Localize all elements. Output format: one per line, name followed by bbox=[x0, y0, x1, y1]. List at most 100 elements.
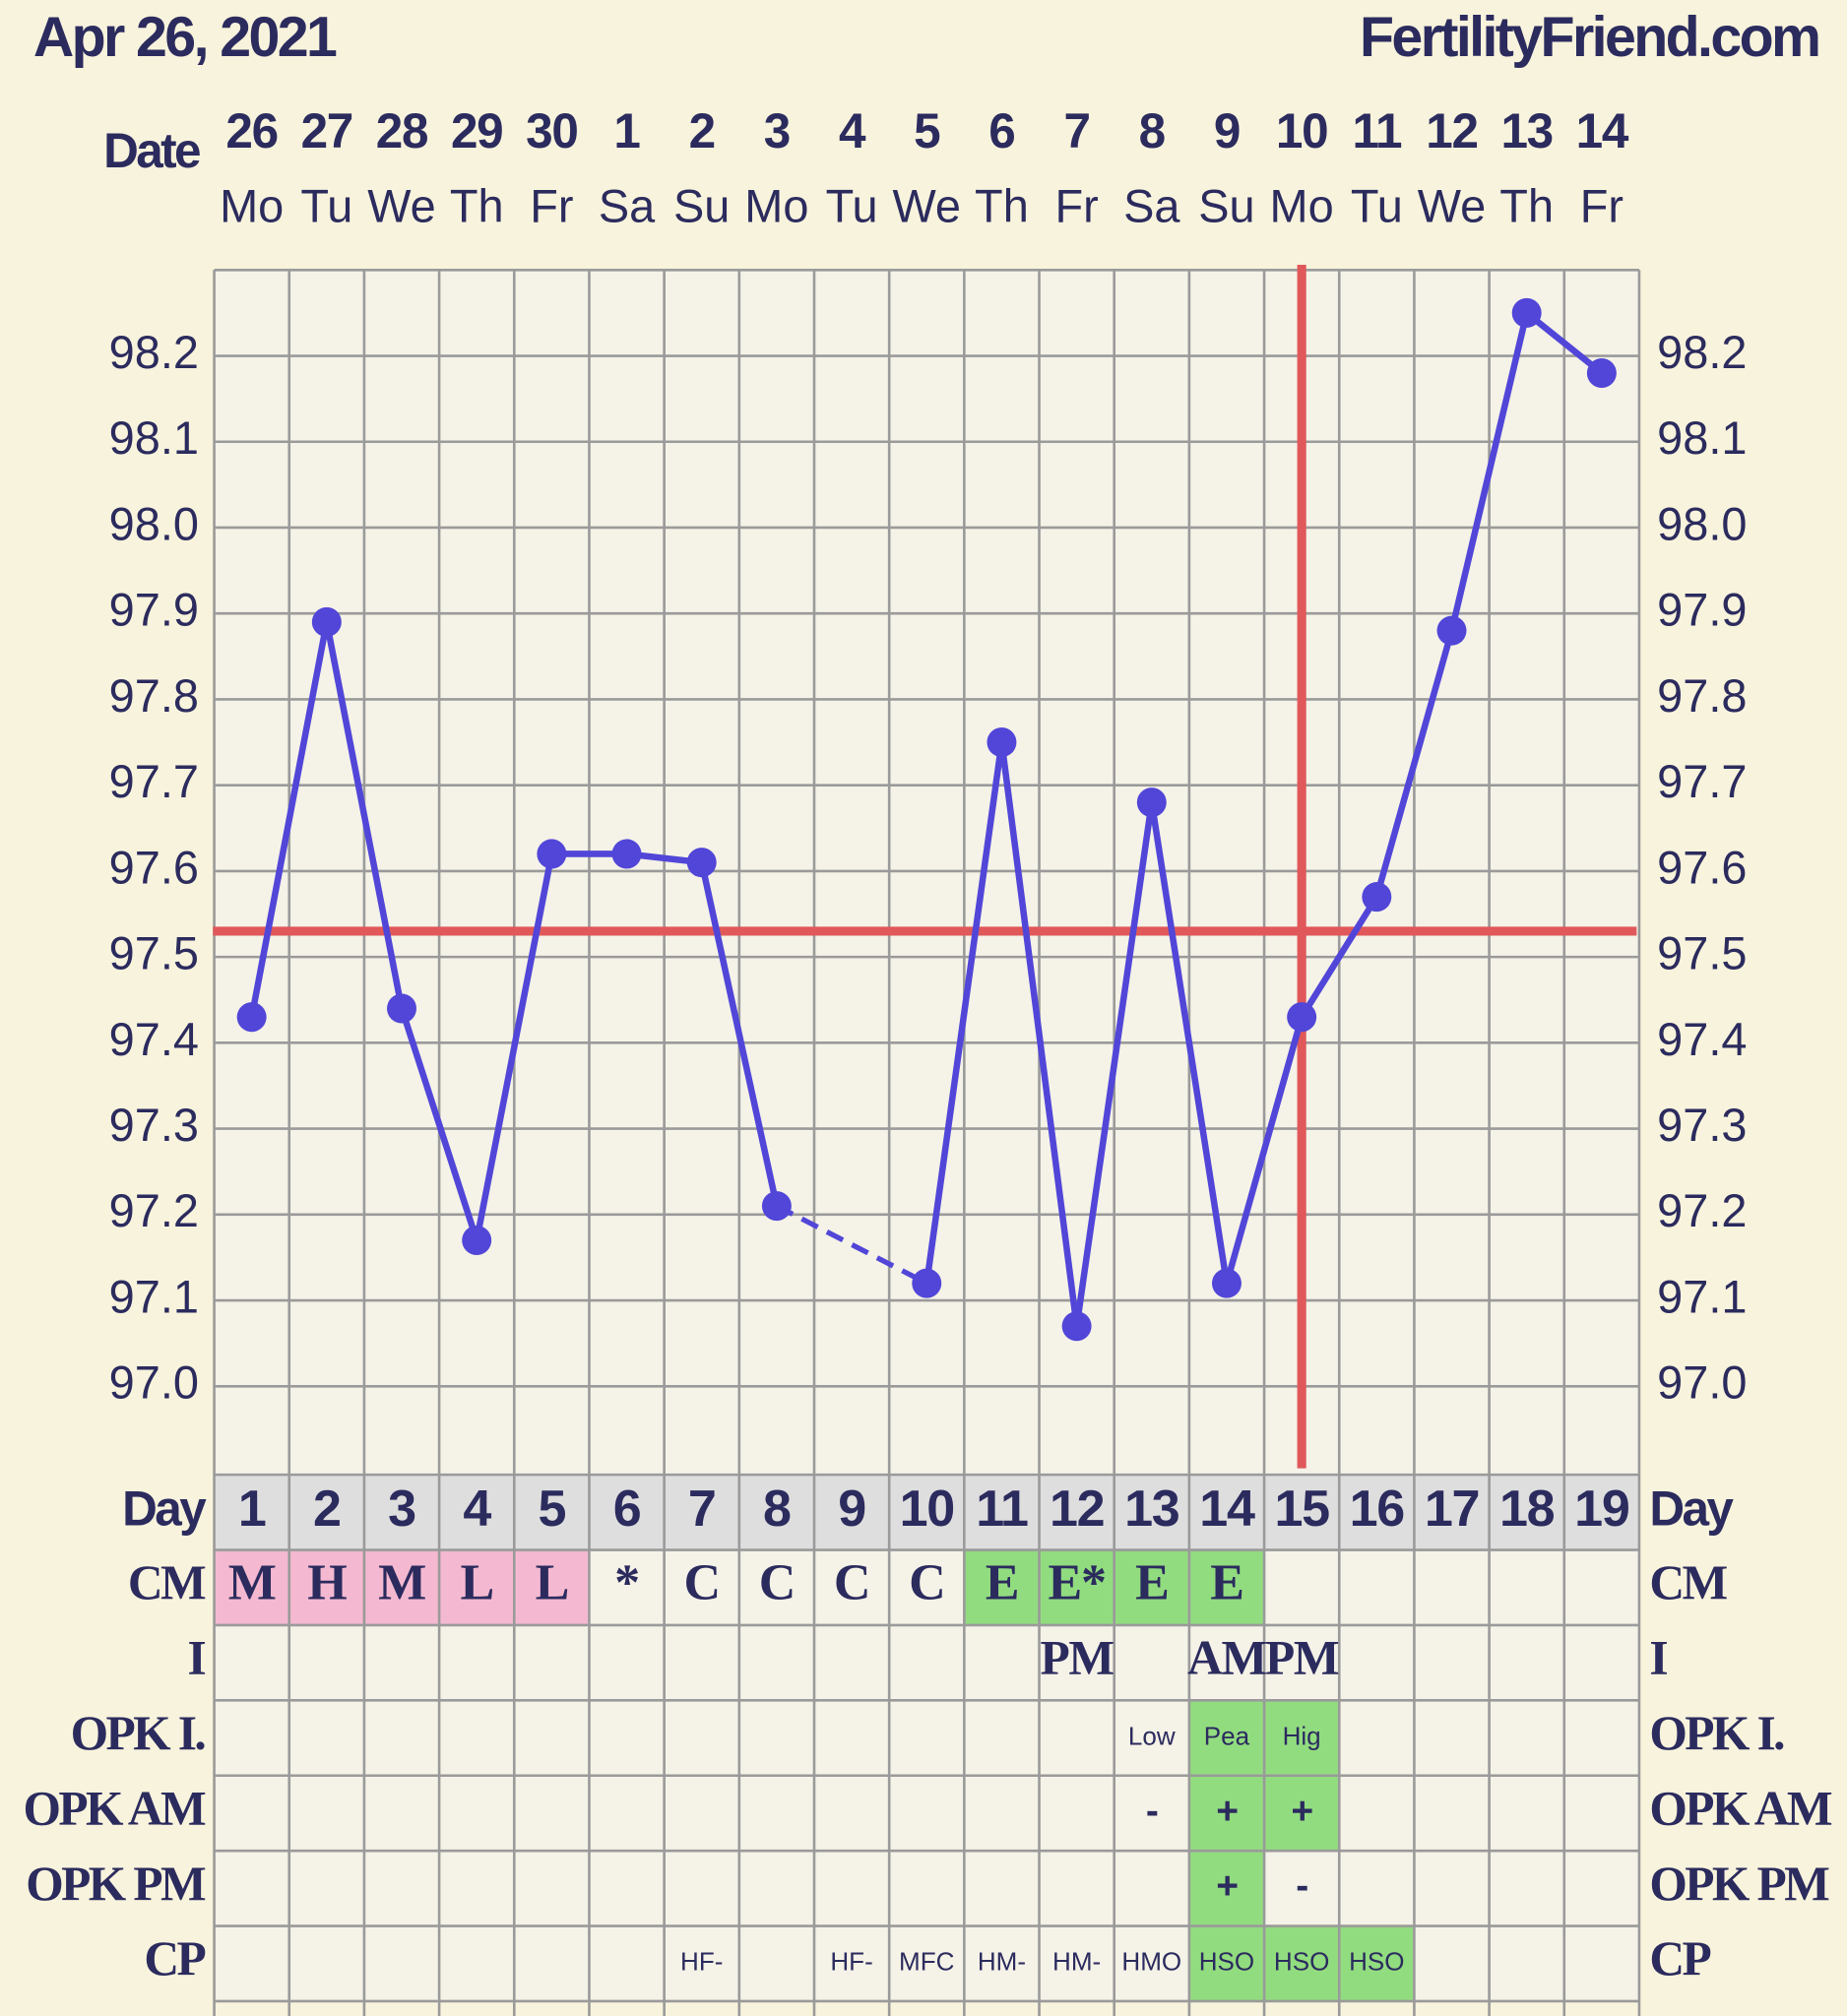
cell-fill bbox=[363, 1549, 440, 1625]
cell-text: 12 bbox=[1050, 1480, 1104, 1538]
cell-fill bbox=[214, 1475, 289, 1550]
cell-fill bbox=[288, 1475, 364, 1550]
row-label: CP bbox=[144, 1931, 205, 1985]
cell-text: E bbox=[986, 1555, 1018, 1611]
cell-fill bbox=[1414, 1475, 1490, 1550]
cell-text: 11 bbox=[976, 1480, 1028, 1538]
temp-point bbox=[537, 839, 567, 869]
y2-tick-label: 97.6 bbox=[1657, 841, 1747, 893]
row-label-right: CM bbox=[1649, 1555, 1727, 1609]
x-axis-label: Date bbox=[103, 123, 200, 178]
temp-point bbox=[462, 1225, 492, 1256]
cell-fill bbox=[1339, 1925, 1415, 2001]
cell-fill bbox=[214, 1549, 289, 1625]
weekday-label: Fr bbox=[530, 179, 573, 231]
weekday-label: Tu bbox=[1351, 179, 1403, 231]
row-label-right: CP bbox=[1649, 1931, 1710, 1985]
weekday-label: Mo bbox=[744, 179, 808, 231]
cell-text: H bbox=[307, 1555, 347, 1611]
cell-text: L bbox=[536, 1555, 568, 1611]
date-label: 7 bbox=[1063, 103, 1089, 158]
cell-text: 3 bbox=[388, 1480, 415, 1538]
temp-line bbox=[924, 309, 1604, 1330]
weekday-label: Sa bbox=[1123, 179, 1180, 231]
cell-text: 13 bbox=[1124, 1480, 1179, 1538]
cell-fill bbox=[1114, 1475, 1189, 1550]
y-tick-label: 98.0 bbox=[109, 497, 199, 549]
y2-tick-label: 98.2 bbox=[1657, 326, 1747, 378]
temp-point bbox=[1511, 297, 1542, 328]
cell-text: 1 bbox=[238, 1480, 266, 1538]
cell-text: C bbox=[909, 1555, 944, 1611]
cell-text: C bbox=[684, 1555, 720, 1611]
cell-text: 7 bbox=[688, 1480, 716, 1538]
cell-fill bbox=[738, 1475, 814, 1550]
cell-text: HF- bbox=[830, 1947, 872, 1977]
weekday-label: Su bbox=[1198, 179, 1254, 231]
cell-fill bbox=[514, 1475, 590, 1550]
cell-fill bbox=[1188, 1775, 1265, 1852]
cell-fill bbox=[664, 1475, 739, 1550]
cell-text: + bbox=[1216, 1865, 1238, 1908]
cell-fill bbox=[1114, 1549, 1189, 1625]
cell-text: 15 bbox=[1274, 1480, 1329, 1538]
cell-text: HSO bbox=[1349, 1947, 1404, 1977]
cell-text: AM bbox=[1187, 1630, 1266, 1684]
row-label-right: I bbox=[1649, 1630, 1667, 1684]
cell-text: 9 bbox=[838, 1480, 865, 1538]
date-label: 3 bbox=[764, 103, 790, 158]
temp-point bbox=[1586, 357, 1617, 388]
y-tick-label: 97.8 bbox=[109, 669, 199, 722]
cell-text: L bbox=[460, 1555, 492, 1611]
y2-tick-label: 98.0 bbox=[1657, 497, 1747, 549]
cell-text: M bbox=[228, 1555, 276, 1611]
temp-point bbox=[1061, 1311, 1092, 1342]
weekday-label: Th bbox=[450, 179, 504, 231]
y2-tick-label: 97.4 bbox=[1657, 1013, 1747, 1065]
weekday-label: We bbox=[367, 179, 436, 231]
cell-fill bbox=[1563, 1475, 1639, 1550]
row-label-right: OPK AM bbox=[1649, 1781, 1831, 1835]
row-label: Day bbox=[122, 1480, 207, 1536]
cell-fill bbox=[1339, 1475, 1415, 1550]
y2-tick-label: 97.1 bbox=[1657, 1270, 1747, 1322]
date-label: 29 bbox=[451, 103, 502, 158]
cell-fill bbox=[1188, 1475, 1265, 1550]
date-label: 26 bbox=[225, 103, 277, 158]
y2-tick-label: 97.9 bbox=[1657, 584, 1747, 636]
cell-text: - bbox=[1146, 1790, 1158, 1832]
cell-text: + bbox=[1216, 1790, 1238, 1832]
cell-text: HSO bbox=[1274, 1947, 1329, 1977]
date-label: 11 bbox=[1352, 103, 1401, 158]
cell-text: 14 bbox=[1199, 1480, 1255, 1538]
temp-point bbox=[686, 848, 717, 878]
weekday-label: Fr bbox=[1580, 179, 1624, 231]
temp-point bbox=[912, 1268, 942, 1298]
y-tick-label: 97.9 bbox=[109, 584, 199, 636]
cell-fill bbox=[1188, 1925, 1265, 2001]
y-tick-label: 97.6 bbox=[109, 841, 199, 893]
cell-fill bbox=[964, 1549, 1040, 1625]
date-label: 30 bbox=[526, 103, 577, 158]
temp-point bbox=[611, 839, 642, 869]
weekday-label: We bbox=[893, 179, 962, 231]
cell-fill bbox=[1188, 1549, 1265, 1625]
row-label: I bbox=[187, 1630, 205, 1684]
cell-fill bbox=[1264, 1475, 1340, 1550]
temp-point bbox=[987, 727, 1017, 758]
cell-text: 10 bbox=[900, 1480, 954, 1538]
y-tick-label: 97.4 bbox=[109, 1013, 199, 1065]
cell-text: E bbox=[1135, 1555, 1168, 1611]
y2-tick-label: 97.5 bbox=[1657, 926, 1747, 978]
cell-text: - bbox=[1296, 1865, 1307, 1908]
date-label: 6 bbox=[988, 103, 1014, 158]
row-label: OPK PM bbox=[26, 1857, 206, 1911]
cell-text: E bbox=[1210, 1555, 1242, 1611]
cell-text: MFC bbox=[899, 1947, 954, 1977]
cell-text: Pea bbox=[1204, 1721, 1250, 1750]
y-tick-label: 97.0 bbox=[109, 1356, 199, 1409]
y-tick-label: 97.7 bbox=[109, 755, 199, 807]
date-label: 12 bbox=[1426, 103, 1477, 158]
cell-text: HM- bbox=[1052, 1947, 1101, 1977]
